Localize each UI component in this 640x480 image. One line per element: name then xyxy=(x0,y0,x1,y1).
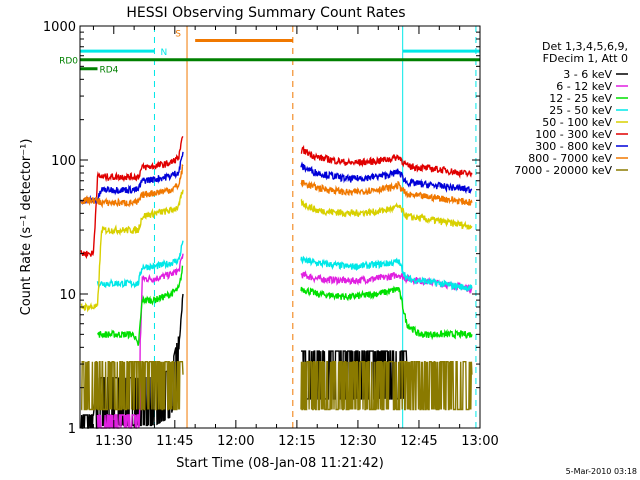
series-line-2-1 xyxy=(300,285,473,341)
legend-header-0: Det 1,3,4,5,6,9, xyxy=(542,40,628,53)
series-line-6-1 xyxy=(300,161,473,195)
x-tick-label-4: 12:30 xyxy=(339,434,376,449)
x-tick-label-2: 12:00 xyxy=(217,434,254,449)
flag-label-n: N xyxy=(160,48,167,58)
flag-label-rd0: RD0 xyxy=(59,57,78,67)
series-line-3-0 xyxy=(96,240,184,289)
series-line-8-1 xyxy=(300,361,473,411)
series-line-5-0 xyxy=(80,135,184,260)
timestamp-stamp: 5-Mar-2010 03:18 xyxy=(566,467,637,476)
legend-label-7: 800 - 7000 keV xyxy=(528,152,612,165)
series-line-7-1 xyxy=(300,179,473,206)
x-tick-label-0: 11:30 xyxy=(95,434,132,449)
y-tick-label-2: 100 xyxy=(51,154,76,169)
series-line-1-0 xyxy=(96,253,184,429)
legend: Det 1,3,4,5,6,9,FDecim 1, Att 0 3 - 6 keV… xyxy=(514,40,628,177)
y-tick-label-1: 10 xyxy=(59,288,76,303)
legend-label-2: 12 - 25 keV xyxy=(549,92,612,105)
chart-title: HESSI Observing Summary Count Rates xyxy=(126,5,405,21)
series-line-8-0 xyxy=(81,361,184,411)
legend-label-0: 3 - 6 keV xyxy=(563,68,612,81)
y-tick-label-0: 1 xyxy=(68,422,76,437)
series-line-4-0 xyxy=(80,189,184,313)
legend-label-4: 50 - 100 keV xyxy=(542,116,612,129)
legend-label-1: 6 - 12 keV xyxy=(556,80,612,93)
series-line-5-1 xyxy=(300,144,473,179)
x-tick-label-1: 11:45 xyxy=(156,434,193,449)
y-tick-label-3: 1000 xyxy=(43,20,76,35)
flag-label-s: S xyxy=(175,29,181,39)
plot-frame xyxy=(79,25,481,429)
y-axis-label: Count Rate (s⁻¹ detector⁻¹) xyxy=(19,139,34,316)
flag-label-rd4: RD4 xyxy=(99,66,118,76)
series-line-7-0 xyxy=(80,163,184,209)
legend-header-1: FDecim 1, Att 0 xyxy=(543,52,628,65)
series-line-2-0 xyxy=(97,265,184,346)
legend-label-6: 300 - 800 keV xyxy=(535,140,612,153)
x-tick-label-6: 13:00 xyxy=(461,434,498,449)
legend-label-3: 25 - 50 keV xyxy=(549,104,612,117)
legend-label-8: 7000 - 20000 keV xyxy=(514,164,612,177)
x-tick-label-3: 12:15 xyxy=(278,434,315,449)
legend-label-5: 100 - 300 keV xyxy=(535,128,612,141)
series-line-3-1 xyxy=(300,255,473,292)
series-line-4-1 xyxy=(300,198,473,231)
x-axis-label: Start Time (08-Jan-08 11:21:42) xyxy=(176,456,384,471)
x-tick-label-5: 12:45 xyxy=(400,434,437,449)
